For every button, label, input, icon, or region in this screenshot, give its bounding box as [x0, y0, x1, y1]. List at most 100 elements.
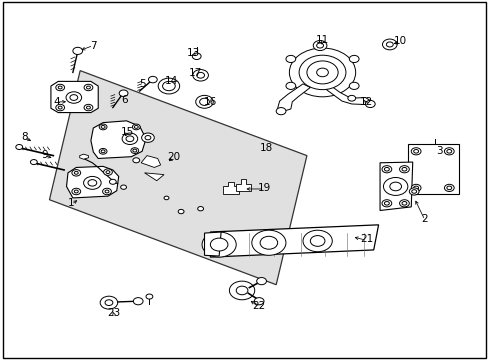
Circle shape: [401, 202, 406, 205]
Circle shape: [162, 81, 175, 91]
Circle shape: [251, 230, 285, 255]
Circle shape: [382, 39, 396, 50]
Circle shape: [133, 298, 143, 305]
Circle shape: [58, 106, 62, 109]
Circle shape: [101, 126, 105, 129]
Text: 16: 16: [203, 97, 217, 107]
Circle shape: [285, 82, 295, 89]
Circle shape: [158, 78, 179, 94]
Circle shape: [444, 184, 453, 192]
Circle shape: [408, 188, 418, 195]
Circle shape: [384, 167, 388, 171]
Circle shape: [58, 86, 62, 89]
Polygon shape: [223, 182, 238, 194]
Circle shape: [16, 144, 22, 149]
Text: 9: 9: [41, 150, 48, 160]
Circle shape: [313, 41, 326, 50]
Circle shape: [199, 98, 209, 105]
Circle shape: [229, 281, 254, 300]
Circle shape: [446, 149, 451, 153]
Circle shape: [365, 100, 374, 108]
Circle shape: [399, 200, 408, 207]
Circle shape: [163, 196, 168, 200]
Circle shape: [348, 55, 358, 63]
Circle shape: [109, 179, 116, 184]
Polygon shape: [91, 121, 146, 158]
Circle shape: [306, 61, 337, 84]
Circle shape: [105, 300, 113, 306]
Circle shape: [105, 190, 109, 193]
Circle shape: [86, 106, 90, 109]
Text: 19: 19: [257, 183, 270, 193]
Text: 4: 4: [53, 97, 60, 107]
Circle shape: [72, 170, 81, 176]
Circle shape: [254, 298, 264, 305]
Circle shape: [126, 136, 134, 141]
Circle shape: [178, 210, 183, 214]
Polygon shape: [204, 232, 221, 256]
Text: 18: 18: [259, 143, 272, 153]
Circle shape: [56, 104, 64, 111]
Circle shape: [389, 182, 401, 191]
Circle shape: [384, 202, 388, 205]
Circle shape: [196, 72, 204, 78]
Polygon shape: [379, 162, 412, 211]
Circle shape: [56, 84, 64, 91]
Circle shape: [289, 48, 355, 97]
Polygon shape: [49, 71, 306, 285]
Circle shape: [276, 108, 285, 115]
Circle shape: [411, 190, 416, 193]
Circle shape: [73, 47, 82, 54]
Circle shape: [210, 238, 227, 251]
Text: 17: 17: [189, 68, 202, 78]
Circle shape: [195, 95, 213, 108]
Text: 2: 2: [421, 215, 427, 224]
Circle shape: [133, 158, 140, 163]
Circle shape: [299, 55, 345, 90]
Text: 23: 23: [107, 309, 120, 318]
Text: 5: 5: [139, 79, 145, 89]
Text: 7: 7: [90, 41, 97, 50]
Circle shape: [316, 43, 323, 48]
Circle shape: [446, 186, 451, 190]
Circle shape: [381, 200, 391, 207]
Circle shape: [134, 126, 138, 129]
Circle shape: [101, 150, 105, 153]
Circle shape: [260, 236, 277, 249]
Circle shape: [103, 169, 112, 175]
Circle shape: [236, 286, 247, 295]
Circle shape: [192, 53, 201, 59]
Circle shape: [84, 104, 93, 111]
Circle shape: [88, 180, 97, 186]
Circle shape: [399, 166, 408, 173]
Text: 8: 8: [21, 132, 27, 142]
Circle shape: [410, 184, 420, 192]
Circle shape: [74, 190, 78, 193]
Circle shape: [381, 166, 391, 173]
Circle shape: [142, 133, 154, 142]
Circle shape: [285, 55, 295, 63]
Polygon shape: [51, 81, 98, 113]
Circle shape: [133, 149, 137, 152]
Polygon shape: [235, 179, 251, 191]
Circle shape: [386, 42, 392, 47]
Text: 22: 22: [252, 301, 265, 311]
Circle shape: [74, 171, 78, 174]
Circle shape: [316, 68, 328, 77]
Text: 15: 15: [121, 127, 134, 136]
Circle shape: [192, 69, 208, 81]
Text: 10: 10: [393, 36, 407, 46]
Text: 11: 11: [315, 35, 328, 45]
Polygon shape: [407, 144, 458, 194]
Polygon shape: [210, 225, 378, 257]
Circle shape: [148, 76, 157, 83]
Text: 3: 3: [435, 146, 442, 156]
Text: 20: 20: [167, 152, 180, 162]
Circle shape: [122, 133, 138, 144]
Circle shape: [410, 148, 420, 155]
Circle shape: [119, 90, 128, 96]
Circle shape: [444, 148, 453, 155]
Text: 12: 12: [359, 97, 372, 107]
Circle shape: [102, 188, 111, 195]
Circle shape: [146, 294, 153, 299]
